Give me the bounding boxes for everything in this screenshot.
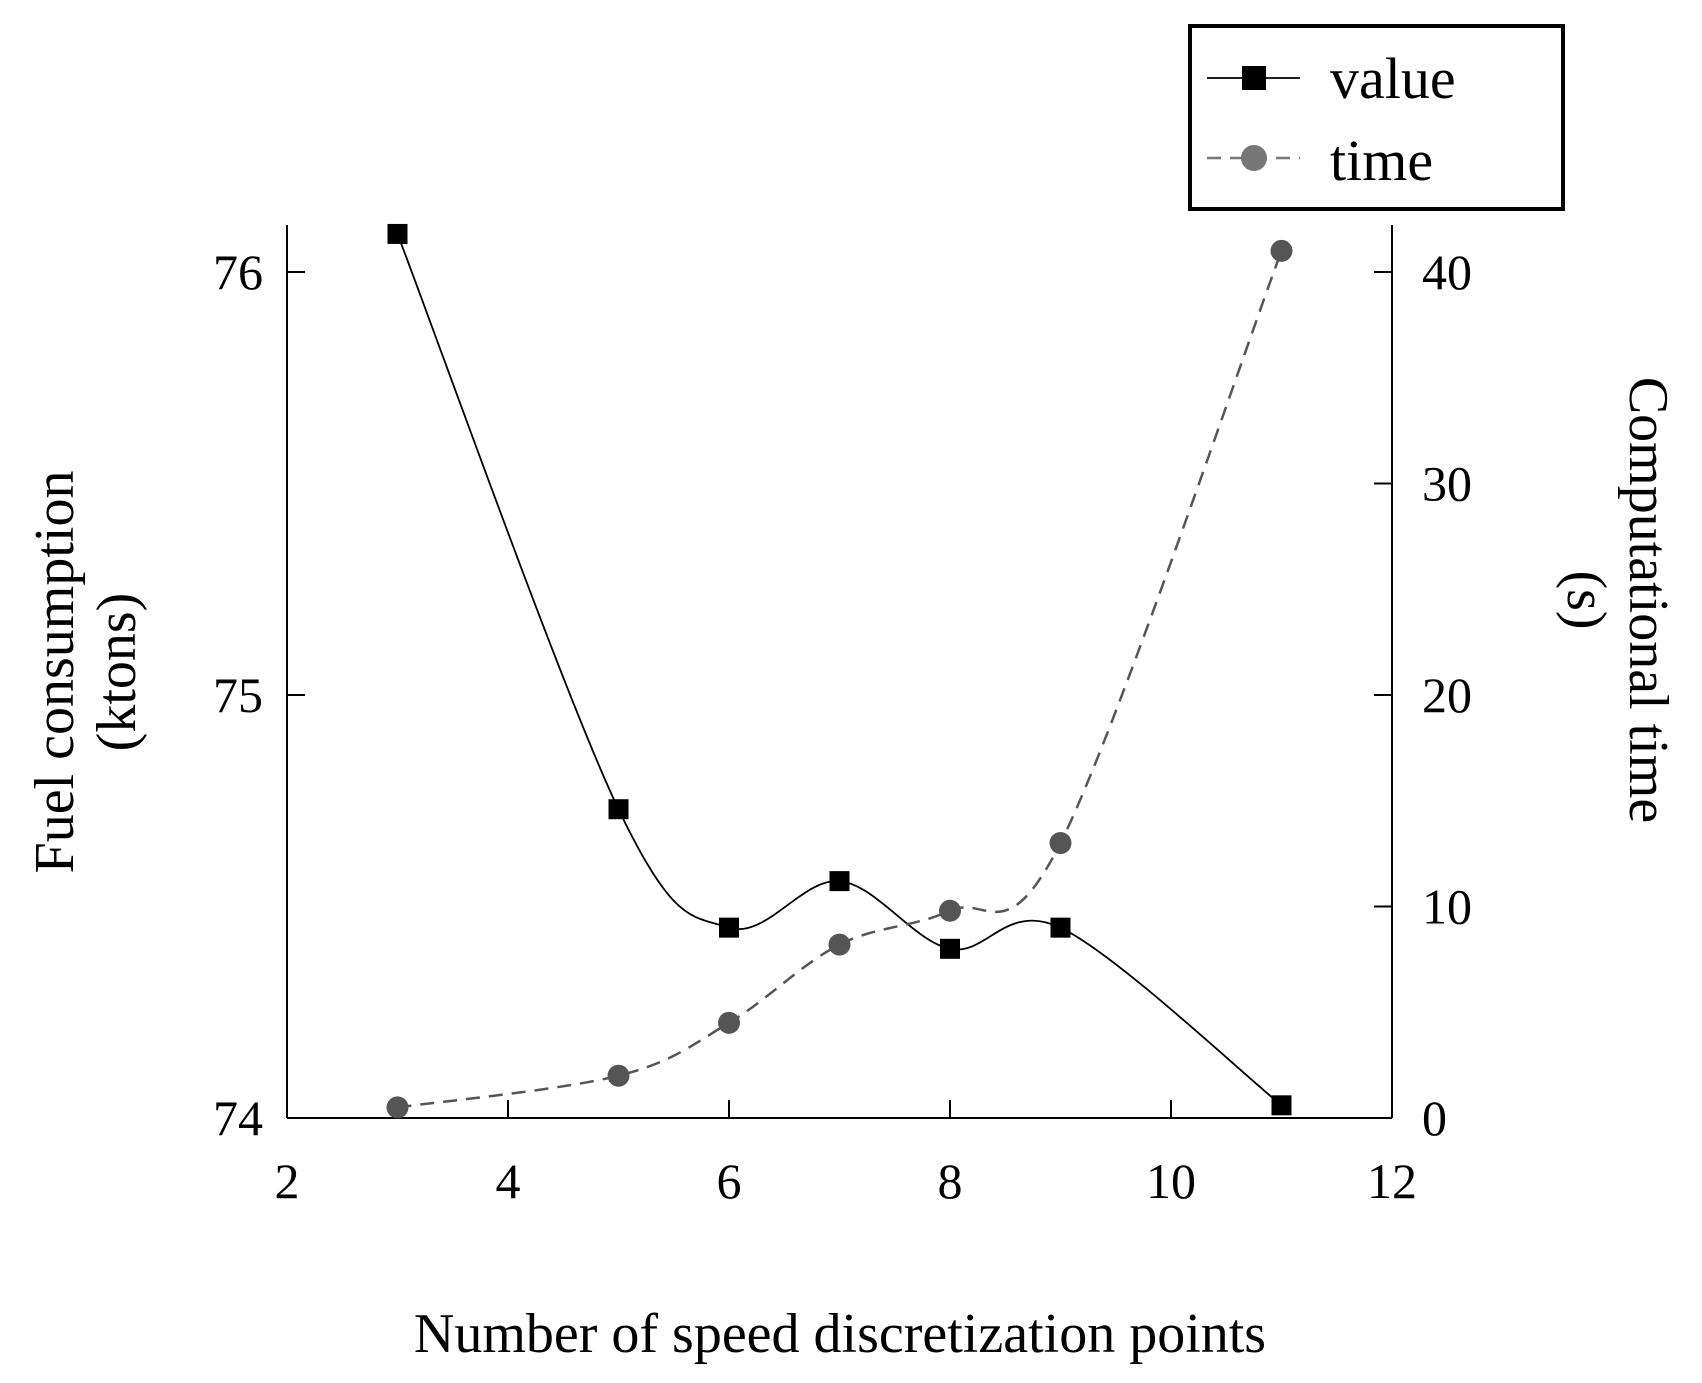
time-point-7 [828,933,851,956]
x-tick-label-10: 10 [1146,1153,1196,1209]
plot-frame [286,225,1393,1119]
right-y-axis-title-line2: (s) [1555,570,1617,629]
legend-value-label: value [1330,46,1456,111]
x-axis-ticks: 2 4 6 8 10 12 [275,1100,1417,1209]
time-point-8 [939,899,961,922]
left-tick-label-76: 76 [213,244,263,300]
value-point-11 [1271,1095,1292,1116]
right-tick-label-30: 30 [1422,456,1472,512]
x-tick-label-8: 8 [938,1153,963,1209]
time-point-11 [1270,239,1293,262]
value-point-8 [940,938,960,959]
right-tick-label-10: 10 [1422,879,1472,935]
value-markers [387,223,1292,1116]
legend-item-value: value [1207,46,1456,111]
value-point-3 [387,223,408,244]
right-y-axis-title-line1: Computational time [1617,377,1679,823]
left-y-axis-title-line1: Fuel consumption [24,471,86,874]
right-tick-label-20: 20 [1422,667,1472,723]
value-point-9 [1050,917,1071,938]
value-point-7 [829,871,850,892]
left-tick-label-75: 75 [213,667,263,723]
time-line [397,250,1283,1109]
x-tick-label-2: 2 [275,1153,300,1209]
left-y-axis-ticks: 74 75 76 [213,244,305,1146]
right-y-axis-ticks: 0 10 20 30 40 [1374,244,1472,1146]
value-line [396,233,1283,1107]
time-point-6 [718,1011,740,1034]
series-value [387,223,1292,1116]
left-tick-label-74: 74 [213,1090,263,1146]
right-tick-label-0: 0 [1422,1090,1447,1146]
x-tick-label-12: 12 [1367,1153,1417,1209]
legend-value-marker [1242,66,1266,90]
left-y-axis-title-line2: (ktons) [86,593,148,752]
left-y-axis-title: Fuel consumption (ktons) [24,471,148,874]
x-tick-label-4: 4 [496,1153,521,1209]
right-tick-label-40: 40 [1422,244,1472,300]
legend: value time [1188,24,1565,211]
time-point-5 [607,1064,630,1087]
x-tick-label-6: 6 [717,1153,742,1209]
legend-time-label: time [1330,128,1433,193]
series-time [386,239,1293,1119]
value-point-5 [608,799,629,820]
legend-item-time: time [1207,128,1433,193]
legend-box [1188,24,1565,211]
time-point-3 [386,1096,409,1119]
right-y-axis-title: Computational time (s) [1555,377,1679,823]
time-markers [386,239,1293,1119]
legend-time-marker [1241,145,1267,171]
x-axis-title: Number of speed discretization points [414,1303,1266,1365]
value-point-6 [719,917,739,938]
time-point-9 [1049,832,1072,855]
